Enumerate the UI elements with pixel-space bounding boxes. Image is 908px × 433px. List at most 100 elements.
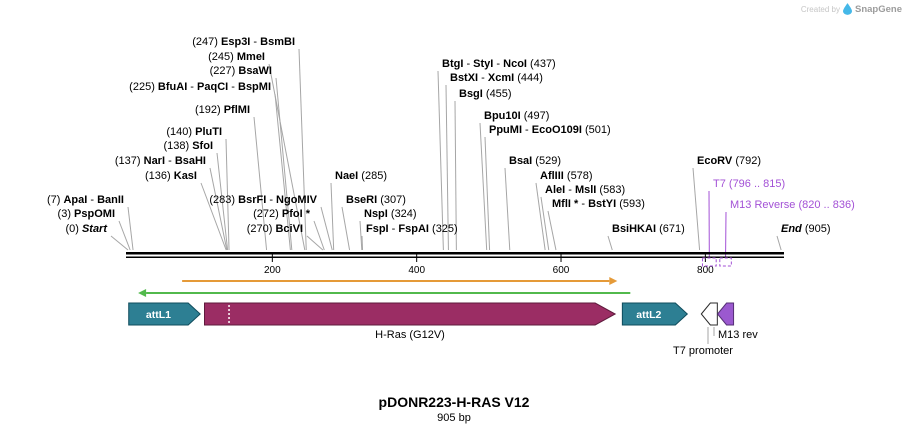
orf-forward-head[interactable] (609, 277, 618, 285)
enzyme-label[interactable]: NspI (324) (364, 208, 417, 221)
enzyme-label[interactable]: (192) PflMI (195, 104, 250, 117)
enzyme-name: PflMI (223, 104, 250, 116)
enzyme-name: NaeI (335, 170, 359, 182)
enzyme-leader-line (692, 167, 701, 251)
enzyme-leader-line (216, 152, 229, 251)
feature-attl1[interactable] (128, 302, 201, 326)
enzyme-leader-line (313, 220, 325, 251)
ruler-tick-label: 200 (264, 265, 281, 276)
snapgene-watermark: Created by SnapGene (801, 3, 902, 15)
enzyme-name: BfuAI (157, 81, 188, 93)
enzyme-label[interactable]: (137) NarI - BsaHI (115, 155, 206, 168)
enzyme-label[interactable]: FspI - FspAI (325) (366, 223, 458, 236)
enzyme-label[interactable]: (227) BsaWI (210, 65, 272, 78)
enzyme-leader-line (274, 93, 291, 251)
enzyme-name: BstXI (450, 72, 479, 84)
enzyme-name: NarI (143, 155, 166, 167)
enzyme-label[interactable]: T7 (796 .. 815) (713, 178, 785, 191)
enzyme-leader-line (209, 167, 228, 251)
enzyme-position: (529) (532, 155, 561, 167)
enzyme-leader-line (110, 235, 129, 251)
feature-label-hras[interactable]: H-Ras (G12V) (375, 329, 445, 341)
enzyme-position: (0) (65, 223, 82, 235)
enzyme-label[interactable]: (283) BsrFI - NgoMIV (209, 194, 317, 207)
enzyme-leader-line (118, 220, 131, 251)
enzyme-name: BsaHI (174, 155, 206, 167)
enzyme-leader-line (298, 48, 307, 251)
enzyme-position: - (478, 72, 488, 84)
enzyme-leader-line (607, 235, 613, 251)
enzyme-label[interactable]: AflIII (578) (540, 170, 593, 183)
enzyme-name: KasI (173, 170, 197, 182)
watermark-created-by-text: Created by (800, 4, 840, 14)
enzyme-label[interactable]: (270) BciVI (247, 223, 303, 236)
enzyme-name: Bpu10I (484, 110, 521, 122)
enzyme-position: (136) (145, 170, 174, 182)
enzyme-position: (7) (46, 194, 64, 206)
enzyme-name: PfoI * (281, 208, 310, 220)
feature-m13-rev[interactable] (716, 302, 735, 326)
enzyme-label[interactable]: (0) Start (65, 223, 107, 236)
enzyme-label[interactable]: BsiHKAI (671) (612, 223, 685, 236)
enzyme-label[interactable]: BsgI (455) (459, 88, 512, 101)
enzyme-name: PpuMI (489, 124, 522, 136)
enzyme-position: (283) (209, 194, 239, 206)
enzyme-label[interactable]: MflI * - BstYI (593) (552, 198, 645, 211)
feature-attl2-label: attL2 (636, 309, 661, 321)
enzyme-leader-line (330, 182, 335, 251)
enzyme-label[interactable]: (138) SfoI (163, 140, 213, 153)
enzyme-position: (137) (114, 155, 144, 167)
enzyme-position: - (388, 223, 399, 235)
enzyme-leader-line (547, 210, 557, 251)
enzyme-name: AflIII (540, 170, 564, 182)
enzyme-label[interactable]: EcoRV (792) (697, 155, 761, 168)
enzyme-label[interactable]: (7) ApaI - BanII (47, 194, 124, 207)
enzyme-name: SfoI (192, 140, 213, 152)
enzyme-position: (324) (387, 208, 417, 220)
enzyme-name: NcoI (503, 58, 527, 70)
enzyme-position: - (165, 155, 175, 167)
feature-attl2[interactable] (621, 302, 689, 326)
enzyme-leader-line (437, 70, 444, 251)
enzyme-label[interactable]: End (905) (781, 223, 831, 236)
enzyme-label[interactable]: (247) Esp3I - BsmBI (192, 36, 295, 49)
enzyme-position: (225) (129, 81, 158, 93)
enzyme-label[interactable]: (245) MmeI (208, 51, 265, 64)
enzyme-leader-line (540, 196, 550, 251)
enzyme-position: - (493, 58, 504, 70)
enzyme-position: (3) (57, 208, 75, 220)
enzyme-name: EcoO109I (531, 124, 582, 136)
feature-label-t7-promoter[interactable]: T7 promoter (673, 345, 733, 357)
enzyme-label[interactable]: (3) PspOMI (58, 208, 115, 221)
enzyme-name: End (781, 223, 802, 235)
enzyme-label[interactable]: BtgI - StyI - NcoI (437) (442, 58, 556, 71)
ruler-tick-label: 800 (697, 265, 714, 276)
enzyme-label[interactable]: (272) PfoI * (253, 208, 310, 221)
enzyme-position: (192) (194, 104, 224, 116)
enzyme-label[interactable]: NaeI (285) (335, 170, 387, 183)
orf-reverse-head[interactable] (138, 289, 147, 297)
feature-label-m13-rev[interactable]: M13 rev (718, 329, 758, 341)
m13-reverse-primer-region-box (719, 257, 732, 267)
feature-hras[interactable] (204, 302, 617, 326)
enzyme-name: MflI * (552, 198, 579, 210)
enzyme-label[interactable]: BsaI (529) (509, 155, 561, 168)
enzyme-name: BspMI (238, 81, 271, 93)
enzyme-label[interactable]: BseRI (307) (346, 194, 406, 207)
enzyme-label[interactable]: M13 Reverse (820 .. 836) (730, 199, 855, 212)
enzyme-position: (444) (514, 72, 543, 84)
enzyme-label[interactable]: BstXI - XcmI (444) (450, 72, 543, 85)
enzyme-label[interactable]: AleI - MslI (583) (545, 184, 625, 197)
enzyme-label[interactable]: PpuMI - EcoO109I (501) (489, 124, 611, 137)
enzyme-name: EcoRV (697, 155, 733, 167)
enzyme-name: BseRI (346, 194, 378, 206)
enzyme-label[interactable]: (140) PluTI (166, 126, 222, 139)
enzyme-name: MslI (574, 184, 597, 196)
enzyme-leader-line (445, 84, 449, 251)
enzyme-label[interactable]: (136) KasI (145, 170, 197, 183)
enzyme-label[interactable]: (225) BfuAI - PaqCI - BspMI (129, 81, 271, 94)
enzyme-label[interactable]: Bpu10I (497) (484, 110, 549, 123)
enzyme-name: BsaWI (238, 65, 272, 77)
enzyme-leader-line (535, 182, 546, 251)
